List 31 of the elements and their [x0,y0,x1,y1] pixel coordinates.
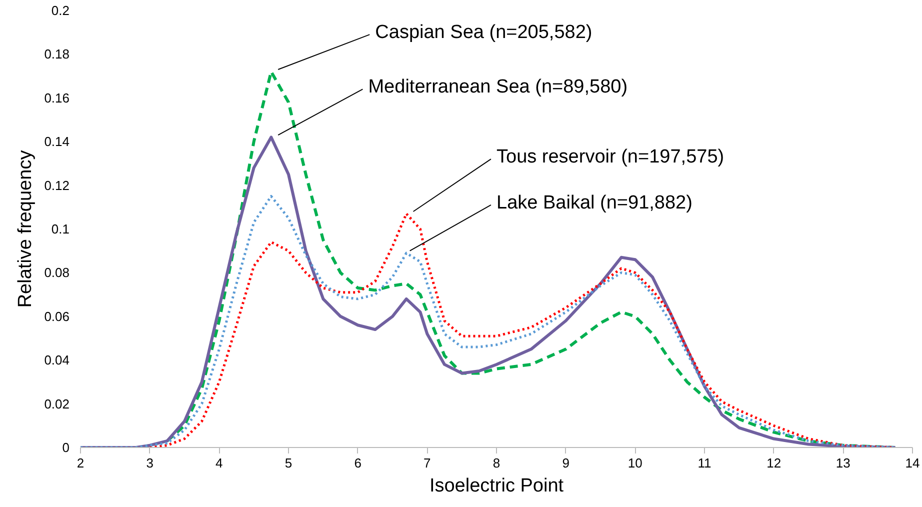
line-series [80,136,897,448]
y-tick-label: 0.08 [44,265,70,280]
x-tick-label: 8 [492,456,500,470]
annotation: Lake Baikal (n=91,882) [496,192,692,214]
annotation: Tous reservoir (n=197,575) [496,146,724,168]
x-tick-label: 11 [698,456,712,470]
x-tick-label: 4 [216,456,223,470]
x-tick-label: 14 [905,456,920,470]
y-tick-label: 0.2 [51,3,70,18]
x-tick-label: 13 [836,456,850,470]
y-tick-label: 0.12 [44,178,70,193]
x-tick-label: 5 [284,456,292,470]
x-tick-label: 7 [424,456,431,470]
y-tick-label: 0.1 [51,222,70,236]
annotation: Mediterranean Sea (n=89,580) [368,76,628,98]
x-axis-title: Isoelectric Point [429,476,564,496]
x-tick-label: 2 [76,456,84,470]
y-tick-label: 0.14 [44,134,70,150]
x-tick-label: 10 [628,456,642,470]
y-tick-label: 0.04 [44,352,70,368]
y-tick-label: 0.06 [44,308,70,324]
x-tick-label: 12 [766,456,782,470]
y-axis-title: Relative frequency [15,150,36,308]
y-tick-label: 0.16 [44,90,70,106]
x-tick-label: 9 [562,456,570,470]
x-tick-label: 6 [354,456,362,470]
annotation: Caspian Sea (n=205,582) [375,22,592,43]
x-tick-label: 3 [146,456,154,470]
y-tick-label: 0.18 [44,46,70,62]
y-tick-label: 0.02 [44,396,70,412]
y-tick-label: 0 [62,440,70,455]
